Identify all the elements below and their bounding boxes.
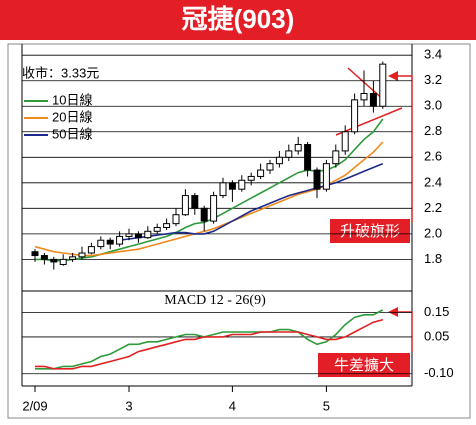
y-tick-label: 3.0 (424, 98, 442, 113)
y-tick-label: 2.2 (424, 200, 442, 215)
y-tick-label: -0.10 (424, 365, 454, 380)
candle-body (69, 256, 77, 260)
y-tick-label: 3.2 (424, 72, 442, 87)
candle-body (97, 239, 105, 248)
candle-body (332, 150, 340, 165)
candle-body (31, 251, 39, 257)
candle-body (191, 195, 199, 209)
y-tick-label: 0.15 (424, 304, 449, 319)
candle-body (87, 246, 95, 254)
candle-body (360, 92, 368, 101)
candle-body (257, 169, 265, 177)
candle-body (379, 63, 387, 107)
legend-label: 50日線 (52, 126, 92, 141)
callout: 升破旗形 (340, 223, 400, 240)
legend-label: 10日線 (52, 92, 92, 107)
candle-body (125, 233, 133, 237)
y-tick-label: 1.8 (424, 251, 442, 266)
series-line (35, 318, 384, 370)
candle-body (322, 163, 330, 190)
callout: 牛差擴大 (334, 357, 394, 374)
x-tick-label: 2/09 (22, 398, 47, 413)
legend-label: 20日線 (52, 109, 92, 124)
candle-body (275, 156, 283, 165)
candle-body (59, 258, 67, 265)
candle-body (313, 169, 321, 190)
candle-body (294, 144, 302, 152)
series-line (35, 309, 384, 370)
flag-line (335, 107, 403, 136)
candle-body (219, 182, 227, 197)
close-annotation: 收市：3.33元 (22, 65, 99, 80)
y-tick-label: 0.05 (424, 328, 449, 343)
candle-body (134, 233, 142, 239)
candle-body (210, 195, 218, 222)
candle-body (106, 239, 114, 245)
candle-body (50, 258, 58, 263)
title-banner (0, 0, 476, 40)
candle-body (163, 223, 171, 228)
candle-body (247, 175, 255, 181)
y-tick-label: 2.4 (424, 174, 442, 189)
callout-box (318, 353, 410, 377)
candle-body (285, 150, 293, 158)
arrow (392, 311, 413, 352)
arrow (390, 75, 413, 222)
y-tick-label: 2.0 (424, 225, 442, 240)
candle-body (341, 131, 349, 152)
candle-body (181, 195, 189, 216)
candle-body (78, 252, 86, 258)
callout-box (330, 219, 410, 243)
candle-body (266, 163, 274, 171)
series-line (119, 162, 384, 241)
candle-body (172, 214, 180, 225)
candle-body (228, 182, 236, 190)
candle-body (116, 235, 124, 245)
chart-title: 冠捷(903) (182, 4, 295, 34)
y-tick-label: 3.4 (424, 47, 442, 62)
candle-body (153, 226, 161, 232)
frame (7, 43, 471, 419)
candle-body (144, 230, 152, 239)
candle-body (40, 255, 48, 260)
x-tick-label: 3 (125, 398, 132, 413)
x-tick-label: 4 (229, 398, 236, 413)
macd-title: MACD 12 - 26(9) (164, 293, 266, 308)
x-tick-label: 5 (323, 398, 330, 413)
arrow-head (388, 71, 398, 81)
candle-body (369, 92, 377, 107)
candle-body (304, 144, 312, 171)
y-tick-label: 2.6 (424, 149, 442, 164)
candle-body (200, 207, 208, 222)
candle-body (238, 179, 246, 190)
y-tick-label: 2.8 (424, 123, 442, 138)
candle-body (351, 99, 359, 133)
